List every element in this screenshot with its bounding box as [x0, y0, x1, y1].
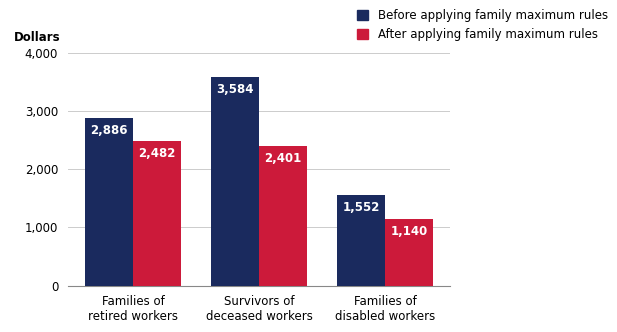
- Text: 1,140: 1,140: [391, 225, 428, 238]
- Legend: Before applying family maximum rules, After applying family maximum rules: Before applying family maximum rules, Af…: [357, 9, 608, 41]
- Bar: [259, 146, 307, 286]
- Text: 3,584: 3,584: [217, 83, 254, 96]
- Bar: [85, 118, 133, 286]
- Text: 2,886: 2,886: [91, 124, 128, 137]
- Text: 2,482: 2,482: [138, 147, 176, 160]
- Bar: [337, 195, 385, 286]
- Text: 2,401: 2,401: [265, 152, 302, 165]
- Bar: [211, 77, 259, 286]
- Text: 1,552: 1,552: [342, 201, 380, 214]
- Bar: [385, 219, 433, 286]
- Bar: [133, 141, 181, 286]
- Text: Dollars: Dollars: [14, 31, 61, 44]
